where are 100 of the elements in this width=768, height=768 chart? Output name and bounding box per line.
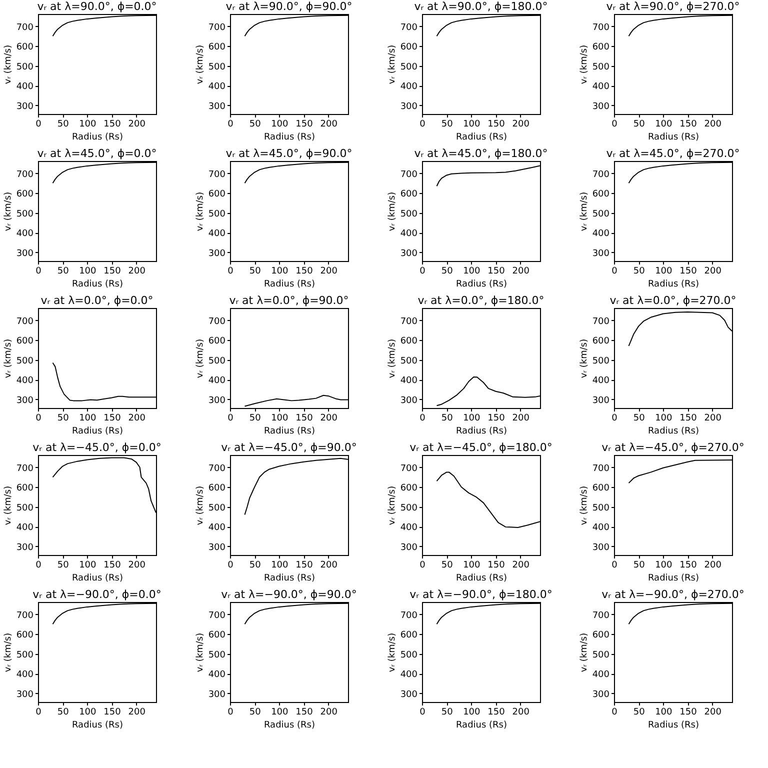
x-tick-label: 50 bbox=[57, 708, 70, 718]
y-tick-label: 600 bbox=[400, 190, 418, 200]
x-tick-label: 0 bbox=[612, 708, 618, 718]
x-tick-label: 150 bbox=[488, 120, 506, 130]
x-tick-label: 0 bbox=[420, 266, 426, 276]
y-tick-label: 400 bbox=[16, 670, 34, 680]
x-tick-label: 200 bbox=[704, 560, 722, 570]
y-tick-label: 500 bbox=[400, 503, 418, 514]
x-tick-label: 150 bbox=[296, 120, 314, 130]
y-tick-label: 400 bbox=[16, 523, 34, 534]
chart-title: vᵣ at λ=0.0°, ϕ=90.0° bbox=[229, 294, 349, 307]
y-tick-label: 400 bbox=[592, 670, 610, 680]
x-axis-title: Radius (Rs) bbox=[456, 720, 508, 730]
y-tick-label: 600 bbox=[16, 190, 34, 200]
y-tick-label: 300 bbox=[208, 690, 226, 700]
y-tick-label: 600 bbox=[592, 190, 610, 200]
x-tick-label: 50 bbox=[57, 560, 70, 570]
y-tick-label: 500 bbox=[592, 650, 610, 660]
y-tick-label: 600 bbox=[400, 630, 418, 641]
chart-title: vᵣ at λ=0.0°, ϕ=0.0° bbox=[40, 294, 154, 307]
x-tick-label: 100 bbox=[655, 266, 673, 276]
chart-title: vᵣ at λ=−90.0°, ϕ=180.0° bbox=[410, 588, 552, 601]
y-tick-label: 500 bbox=[592, 356, 610, 366]
x-tick-label: 200 bbox=[128, 120, 146, 130]
x-tick-label: 200 bbox=[320, 414, 338, 424]
x-tick-label: 0 bbox=[420, 708, 426, 718]
y-tick-label: 500 bbox=[592, 62, 610, 72]
y-tick-label: 500 bbox=[592, 503, 610, 514]
y-tick-label: 600 bbox=[208, 42, 226, 53]
y-axis-title: vᵣ (km/s) bbox=[387, 486, 398, 526]
y-tick-label: 500 bbox=[16, 356, 34, 366]
chart-title: vᵣ at λ=−90.0°, ϕ=270.0° bbox=[602, 588, 744, 601]
y-tick-label: 300 bbox=[16, 102, 34, 112]
x-tick-label: 100 bbox=[655, 560, 673, 570]
x-tick-label: 100 bbox=[79, 414, 97, 424]
y-axis-title: vᵣ (km/s) bbox=[579, 632, 590, 672]
y-tick-label: 600 bbox=[208, 484, 226, 494]
x-tick-label: 50 bbox=[249, 266, 262, 276]
x-tick-label: 50 bbox=[57, 414, 70, 424]
x-tick-label: 0 bbox=[228, 266, 234, 276]
chart-title: vᵣ at λ=−90.0°, ϕ=0.0° bbox=[32, 588, 162, 601]
x-tick-label: 0 bbox=[420, 120, 426, 130]
x-tick-label: 150 bbox=[680, 560, 698, 570]
y-tick-label: 300 bbox=[208, 542, 226, 553]
y-tick-label: 500 bbox=[208, 503, 226, 514]
x-tick-label: 50 bbox=[441, 560, 454, 570]
y-axis-title: vᵣ (km/s) bbox=[195, 192, 206, 232]
x-tick-label: 200 bbox=[512, 708, 530, 718]
y-tick-label: 300 bbox=[400, 102, 418, 112]
y-tick-label: 500 bbox=[400, 650, 418, 660]
y-tick-label: 600 bbox=[400, 42, 418, 53]
y-tick-label: 300 bbox=[400, 248, 418, 259]
x-tick-label: 50 bbox=[633, 266, 646, 276]
x-tick-label: 100 bbox=[79, 708, 97, 718]
x-tick-label: 0 bbox=[228, 708, 234, 718]
y-tick-label: 300 bbox=[16, 542, 34, 553]
x-tick-label: 150 bbox=[104, 708, 122, 718]
y-tick-label: 500 bbox=[16, 503, 34, 514]
x-axis-title: Radius (Rs) bbox=[72, 720, 124, 730]
y-tick-label: 400 bbox=[208, 82, 226, 92]
y-axis-title: vᵣ (km/s) bbox=[387, 44, 398, 84]
chart-title: vᵣ at λ=−45.0°, ϕ=270.0° bbox=[602, 441, 744, 454]
x-axis-title: Radius (Rs) bbox=[72, 426, 124, 436]
y-tick-label: 400 bbox=[400, 670, 418, 680]
x-tick-label: 0 bbox=[36, 708, 42, 718]
y-tick-label: 700 bbox=[16, 464, 34, 474]
x-tick-label: 50 bbox=[249, 708, 262, 718]
x-tick-label: 150 bbox=[488, 708, 506, 718]
x-tick-label: 0 bbox=[228, 414, 234, 424]
chart-title: vᵣ at λ=90.0°, ϕ=90.0° bbox=[226, 0, 352, 13]
y-axis-title: vᵣ (km/s) bbox=[3, 632, 14, 672]
y-tick-label: 500 bbox=[16, 650, 34, 660]
x-tick-label: 50 bbox=[249, 414, 262, 424]
y-tick-label: 600 bbox=[400, 484, 418, 494]
y-tick-label: 400 bbox=[592, 82, 610, 92]
y-tick-label: 700 bbox=[208, 316, 226, 327]
y-tick-label: 600 bbox=[16, 484, 34, 494]
y-tick-label: 700 bbox=[400, 610, 418, 621]
x-tick-label: 50 bbox=[633, 708, 646, 718]
x-tick-label: 0 bbox=[228, 560, 234, 570]
x-tick-label: 50 bbox=[633, 414, 646, 424]
y-tick-label: 700 bbox=[208, 22, 226, 33]
y-tick-label: 700 bbox=[592, 22, 610, 33]
x-tick-label: 0 bbox=[612, 560, 618, 570]
y-tick-label: 700 bbox=[208, 610, 226, 621]
y-tick-label: 400 bbox=[16, 376, 34, 386]
x-axis-title: Radius (Rs) bbox=[648, 720, 700, 730]
y-tick-label: 300 bbox=[592, 690, 610, 700]
x-tick-label: 150 bbox=[104, 414, 122, 424]
x-tick-label: 100 bbox=[271, 708, 289, 718]
y-tick-label: 400 bbox=[208, 376, 226, 386]
x-axis-title: Radius (Rs) bbox=[456, 426, 508, 436]
chart-title: vᵣ at λ=45.0°, ϕ=90.0° bbox=[226, 147, 352, 160]
y-tick-label: 600 bbox=[16, 630, 34, 641]
x-tick-label: 0 bbox=[612, 120, 618, 130]
y-axis-title: vᵣ (km/s) bbox=[3, 192, 14, 232]
y-tick-label: 700 bbox=[16, 316, 34, 327]
y-tick-label: 700 bbox=[16, 170, 34, 180]
x-tick-label: 150 bbox=[488, 266, 506, 276]
y-tick-label: 600 bbox=[592, 484, 610, 494]
